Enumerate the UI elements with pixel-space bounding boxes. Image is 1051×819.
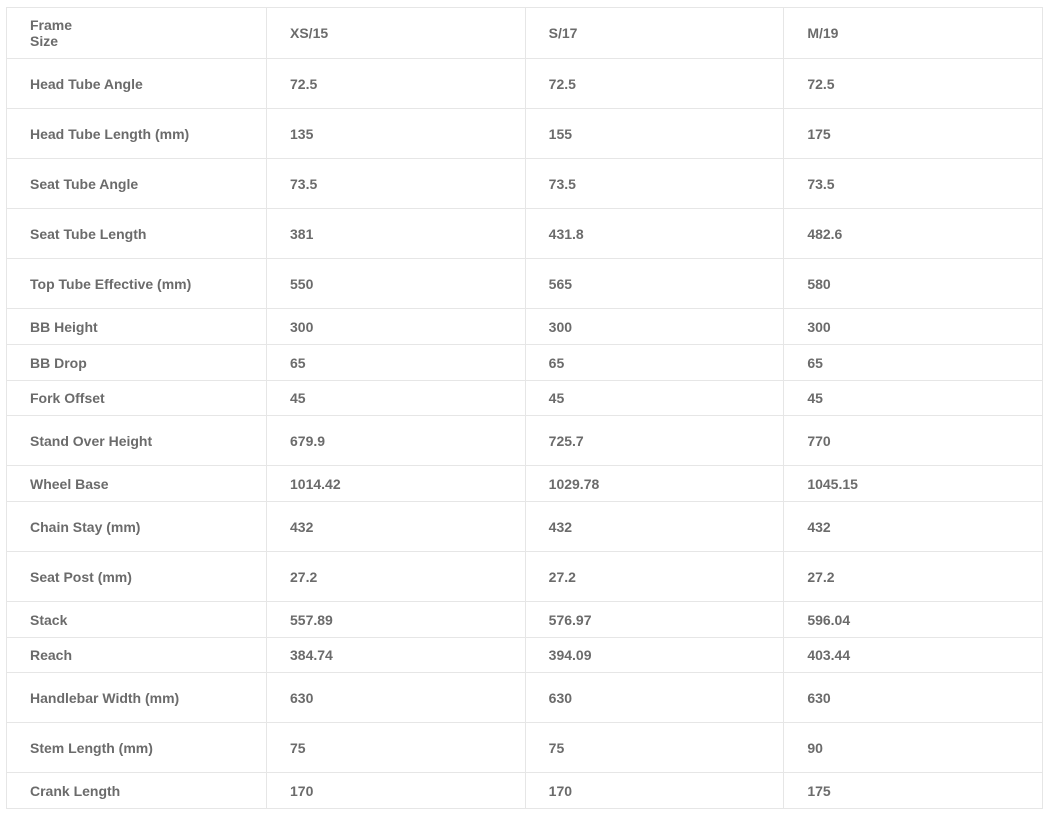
size-header: M/19 [783,7,1043,59]
cell-value: 75 [266,722,526,773]
cell-value: 403.44 [783,637,1043,673]
row-label: Head Tube Angle [6,58,267,109]
row-label: Seat Tube Angle [6,158,267,209]
cell-value: 27.2 [266,551,526,602]
cell-value: 65 [524,344,785,381]
table-row: Fork Offset 45 45 45 [6,380,1043,416]
cell-value: 170 [524,772,785,809]
geometry-table: Frame Size XS/15 S/17 M/19 Head Tube Angle 72… [6,7,1043,809]
table-row: Head Tube Length (mm) 135 155 175 [6,108,1043,159]
cell-value: 135 [266,108,526,159]
row-label: Reach [6,637,267,673]
cell-value: 73.5 [266,158,526,209]
cell-value: 72.5 [783,58,1043,109]
cell-value: 1014.42 [266,465,526,502]
size-header: S/17 [524,7,785,59]
cell-value: 65 [783,344,1043,381]
table-row: Top Tube Effective (mm) 550 565 580 [6,258,1043,309]
table-row: Reach 384.74 394.09 403.44 [6,637,1043,673]
cell-value: 550 [266,258,526,309]
cell-value: 431.8 [524,208,785,259]
cell-value: 175 [783,108,1043,159]
cell-value: 300 [524,308,785,345]
row-label: BB Drop [6,344,267,381]
cell-value: 576.97 [524,601,785,638]
cell-value: 580 [783,258,1043,309]
size-header: XS/15 [266,7,526,59]
cell-value: 557.89 [266,601,526,638]
cell-value: 432 [266,501,526,552]
table-row: Stack 557.89 576.97 596.04 [6,601,1043,638]
table-row: Chain Stay (mm) 432 432 432 [6,501,1043,552]
row-label: Stack [6,601,267,638]
row-label: Stem Length (mm) [6,722,267,773]
cell-value: 1029.78 [524,465,785,502]
table-row: Seat Tube Length 381 431.8 482.6 [6,208,1043,259]
cell-value: 596.04 [783,601,1043,638]
row-label: Head Tube Length (mm) [6,108,267,159]
cell-value: 72.5 [266,58,526,109]
cell-value: 72.5 [524,58,785,109]
cell-value: 27.2 [524,551,785,602]
row-label: Top Tube Effective (mm) [6,258,267,309]
table-row: BB Drop 65 65 65 [6,344,1043,381]
table-row: Head Tube Angle 72.5 72.5 72.5 [6,58,1043,109]
row-label: Seat Post (mm) [6,551,267,602]
cell-value: 630 [266,672,526,723]
cell-value: 381 [266,208,526,259]
cell-value: 65 [266,344,526,381]
cell-value: 432 [524,501,785,552]
cell-value: 482.6 [783,208,1043,259]
cell-value: 565 [524,258,785,309]
cell-value: 75 [524,722,785,773]
cell-value: 73.5 [524,158,785,209]
header-label: Frame Size [6,7,267,59]
cell-value: 630 [783,672,1043,723]
cell-value: 45 [783,380,1043,416]
header-row: Frame Size XS/15 S/17 M/19 [6,7,1043,59]
cell-value: 45 [266,380,526,416]
table-row: BB Height 300 300 300 [6,308,1043,345]
row-label: Handlebar Width (mm) [6,672,267,723]
table-row: Wheel Base 1014.42 1029.78 1045.15 [6,465,1043,502]
row-label: Chain Stay (mm) [6,501,267,552]
row-label: Stand Over Height [6,415,267,466]
cell-value: 170 [266,772,526,809]
cell-value: 394.09 [524,637,785,673]
table-row: Seat Post (mm) 27.2 27.2 27.2 [6,551,1043,602]
table-row: Stand Over Height 679.9 725.7 770 [6,415,1043,466]
cell-value: 770 [783,415,1043,466]
table-row: Stem Length (mm) 75 75 90 [6,722,1043,773]
cell-value: 73.5 [783,158,1043,209]
cell-value: 725.7 [524,415,785,466]
row-label: Wheel Base [6,465,267,502]
table-row: Crank Length 170 170 175 [6,772,1043,809]
row-label: BB Height [6,308,267,345]
cell-value: 679.9 [266,415,526,466]
cell-value: 300 [266,308,526,345]
row-label: Crank Length [6,772,267,809]
table-row: Seat Tube Angle 73.5 73.5 73.5 [6,158,1043,209]
cell-value: 1045.15 [783,465,1043,502]
cell-value: 90 [783,722,1043,773]
cell-value: 27.2 [783,551,1043,602]
row-label: Fork Offset [6,380,267,416]
cell-value: 45 [524,380,785,416]
table-row: Handlebar Width (mm) 630 630 630 [6,672,1043,723]
cell-value: 384.74 [266,637,526,673]
cell-value: 432 [783,501,1043,552]
cell-value: 630 [524,672,785,723]
cell-value: 175 [783,772,1043,809]
row-label: Seat Tube Length [6,208,267,259]
cell-value: 300 [783,308,1043,345]
cell-value: 155 [524,108,785,159]
